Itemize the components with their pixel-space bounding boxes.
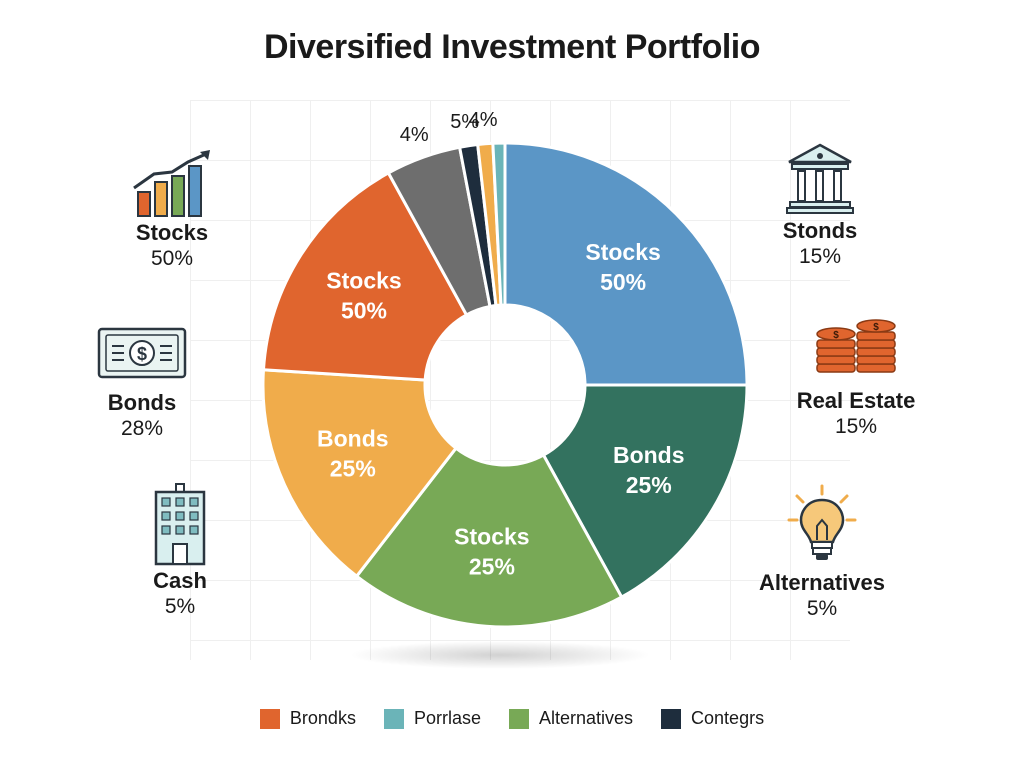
pie-slice — [261, 368, 459, 579]
annotation-label: Alternatives — [759, 570, 885, 595]
svg-text:$: $ — [833, 330, 839, 341]
annotation-label: Stonds — [782, 218, 858, 243]
pie-slice — [491, 141, 507, 307]
slice-label: 4% — [400, 124, 429, 146]
legend-item: Porrlase — [383, 708, 481, 729]
annotation-label: Cash — [153, 568, 207, 593]
pie-slice — [541, 383, 749, 600]
dollar-bill-icon: $ — [97, 327, 187, 379]
slice-label: Stocks 50% — [326, 268, 401, 324]
legend-label: Porrlase — [413, 708, 481, 728]
slice-label: Bonds 25% — [317, 426, 389, 482]
lightbulb-icon — [787, 484, 857, 560]
annotation-left-2: $ Bonds 28% — [62, 326, 222, 442]
legend-swatch — [383, 708, 404, 729]
legend-swatch — [508, 708, 529, 729]
annotation-value: 5% — [164, 595, 196, 618]
svg-text:$: $ — [873, 322, 879, 333]
slice-label: Stocks 25% — [454, 523, 529, 579]
annotation-label: Real Estate — [796, 388, 916, 413]
legend-item: Brondks — [259, 708, 356, 729]
slice-label: Bonds 25% — [613, 442, 685, 498]
legend-label: Contegrs — [691, 708, 765, 728]
chart-title: Diversified Investment Portfolio — [264, 28, 761, 66]
annotation-value: 5% — [806, 597, 838, 620]
annotation-left-3: Cash 5% — [100, 482, 260, 620]
legend-label: Alternatives — [538, 708, 634, 728]
annotation-left-1: Stocks 50% — [92, 148, 252, 272]
office-building-icon — [154, 483, 206, 566]
legend-item: Contegrs — [661, 708, 764, 729]
annotation-right-2: $ $ Real Estate 15% — [776, 314, 936, 440]
svg-text:$: $ — [137, 344, 147, 364]
chart-legend: Brondks Porrlase Alternatives Contegrs — [0, 708, 1024, 729]
annotation-right-1: Stonds 15% — [740, 142, 900, 270]
annotation-value: 50% — [150, 247, 194, 270]
slice-label: 5% — [450, 111, 479, 133]
annotation-value: 15% — [798, 245, 842, 268]
annotation-value: 15% — [834, 415, 878, 438]
pie-slice — [503, 141, 749, 387]
coin-stacks-icon: $ $ — [816, 319, 896, 373]
legend-swatch — [259, 708, 280, 729]
slice-label: 4% — [469, 109, 498, 131]
growth-bar-chart-icon — [133, 150, 210, 217]
legend-swatch — [661, 708, 682, 729]
chart-shadow — [350, 641, 650, 669]
bank-building-icon — [786, 143, 854, 214]
annotation-right-3: Alternatives 5% — [742, 484, 902, 622]
annotation-value: 28% — [120, 417, 164, 440]
legend-label: Brondks — [289, 708, 356, 728]
slice-label: Stocks 50% — [585, 239, 660, 295]
legend-item: Alternatives — [508, 708, 634, 729]
annotation-label: Stocks — [135, 220, 209, 245]
annotation-label: Bonds — [107, 390, 177, 415]
